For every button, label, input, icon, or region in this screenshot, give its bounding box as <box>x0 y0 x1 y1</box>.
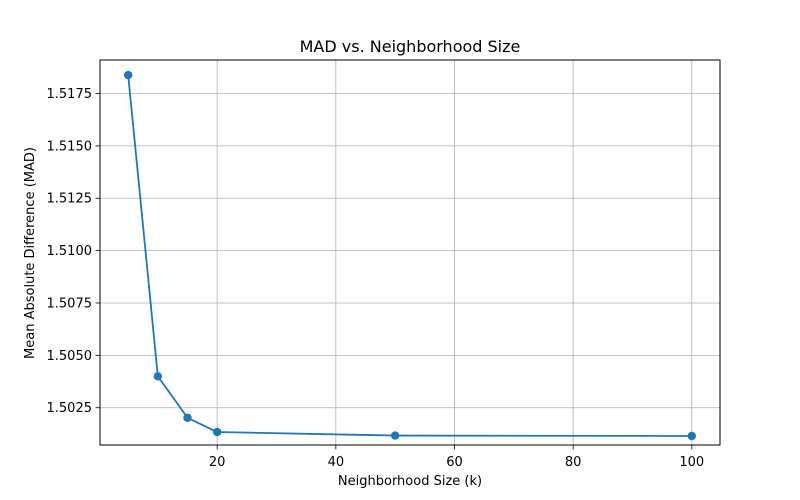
y-tick-label: 1.5175 <box>47 87 93 102</box>
x-axis-label: Neighborhood Size (k) <box>338 474 482 489</box>
x-tick-label: 20 <box>209 455 226 470</box>
data-point-marker <box>212 427 222 437</box>
data-point-marker <box>687 431 697 441</box>
data-point-marker <box>183 413 192 422</box>
x-tick-label: 100 <box>679 455 704 470</box>
grid-lines <box>100 60 720 445</box>
x-tick-label: 40 <box>328 455 345 470</box>
y-tick-label: 1.5075 <box>47 296 93 311</box>
data-point-marker <box>390 431 400 440</box>
data-point-marker <box>153 372 163 381</box>
data-point-marker <box>123 70 133 80</box>
series-line <box>127 74 692 437</box>
y-axis-label: Mean Absolute Difference (MAD) <box>23 147 38 359</box>
chart-title: MAD vs. Neighborhood Size <box>300 37 521 56</box>
y-tick-label: 1.5100 <box>47 244 93 259</box>
x-tick-label: 60 <box>446 455 463 470</box>
y-tick-label: 1.5125 <box>47 192 93 207</box>
axis-ticks: 20 40 60 80 100 1.5025 1.5050 1.5075 1.5100 1.512… <box>47 87 705 470</box>
y-tick-label: 1.5150 <box>47 139 93 154</box>
y-tick-label: 1.5050 <box>47 349 93 364</box>
y-tick-label: 1.5025 <box>47 401 93 416</box>
plot-frame <box>99 59 721 446</box>
series-layer <box>123 70 697 441</box>
x-tick-label: 80 <box>565 455 582 470</box>
